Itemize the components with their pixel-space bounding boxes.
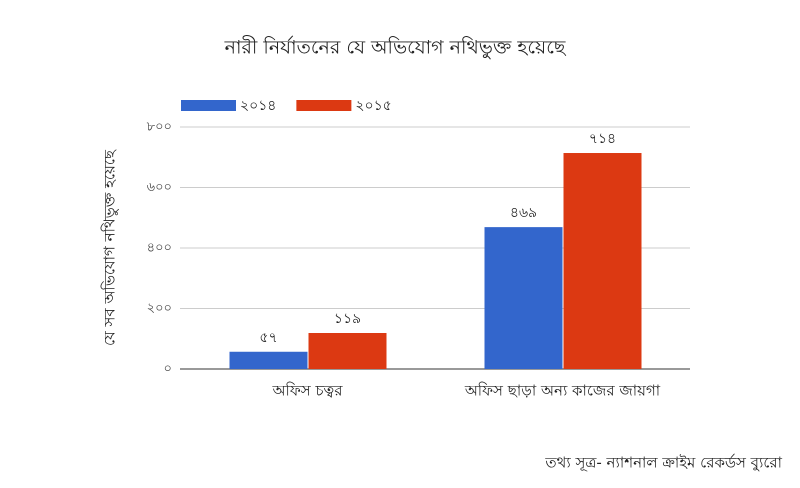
x-tick-label: অফিস চত্বর	[272, 382, 344, 400]
bar	[484, 227, 563, 369]
y-tick-label: ৪০০	[147, 241, 172, 256]
legend-label: ২০১৪	[240, 98, 276, 114]
bar	[308, 333, 387, 369]
legend-swatch	[296, 100, 352, 111]
y-tick-label: ৬০০	[147, 180, 172, 195]
bar	[563, 153, 642, 369]
value-label: ৪৬৯	[510, 205, 537, 221]
y-tick-label: ০	[164, 362, 172, 377]
bar	[229, 351, 308, 369]
x-tick-label: অফিস ছাড়া অন্য কাজের জায়গা	[464, 382, 661, 400]
y-tick-label: ৮০০	[147, 120, 172, 135]
chart-title: নারী নির্যাতনের যে অভিযোগ নথিভুক্ত হয়েছ…	[224, 36, 567, 60]
legend-swatch	[181, 100, 236, 111]
y-tick-label: ২০০	[147, 301, 172, 316]
value-label: ৭১৪	[589, 131, 616, 147]
value-label: ৫৭	[259, 330, 277, 346]
source-note: তথ্য সূত্র- ন্যাশনাল ক্রাইম রেকর্ডস ব্যু…	[544, 454, 782, 473]
y-axis-label: যে সব অভিযোগ নথিভুক্ত হয়েছে	[101, 149, 119, 346]
legend-label: ২০১৫	[355, 98, 391, 114]
value-label: ১১৯	[334, 311, 361, 327]
